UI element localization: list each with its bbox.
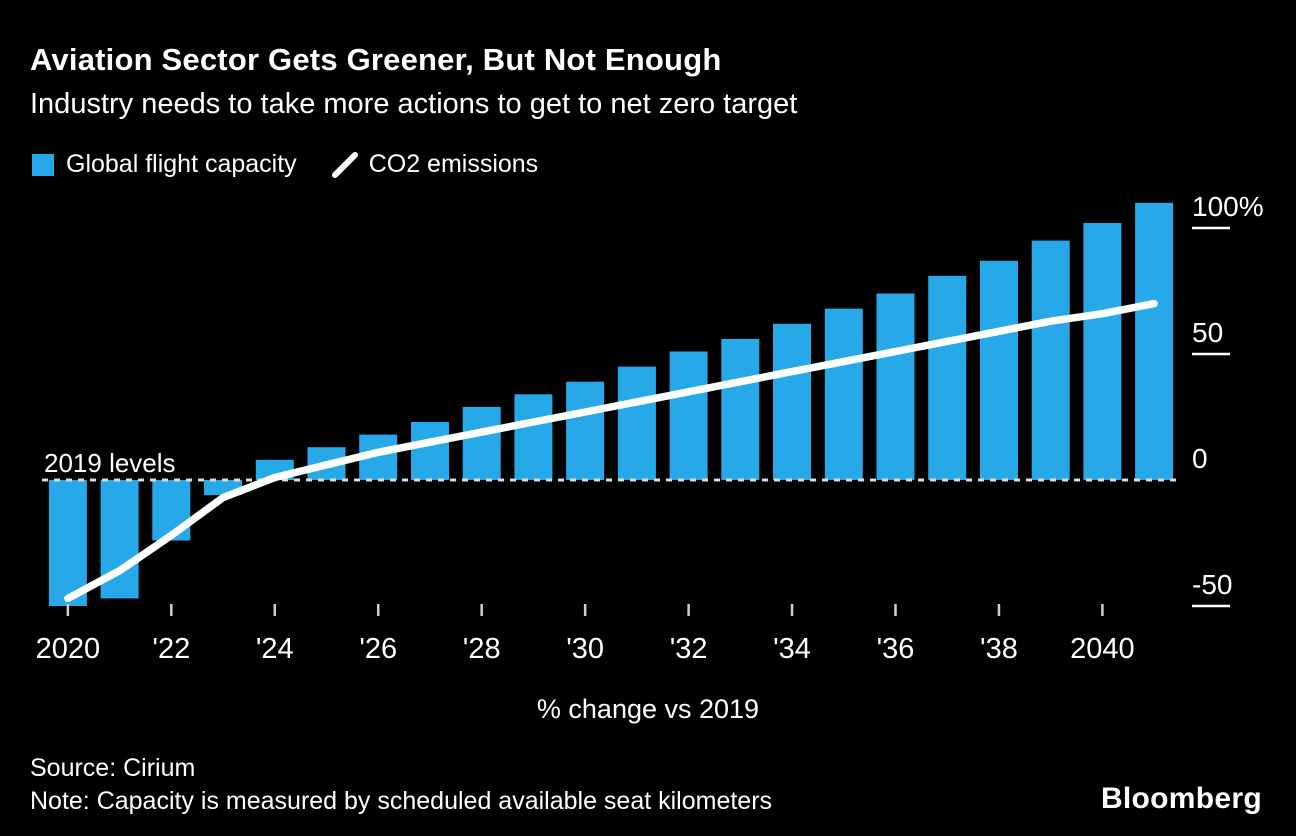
x-axis-label-'28: '28 [463,633,501,665]
x-axis-label-'30: '30 [566,633,604,665]
x-axis-label-'24: '24 [256,633,294,665]
chart-subtitle: Industry needs to take more actions to g… [30,88,798,120]
x-axis-label-2040: 2040 [1070,633,1135,665]
bar-2032 [669,351,708,480]
bar-2036 [876,293,915,480]
co2-emissions-line [64,299,1158,603]
bar-2041 [1135,202,1174,481]
footer: Source: Cirium Note: Capacity is measure… [30,752,772,818]
bar-2027 [411,422,449,480]
y-axis-label-100: 100% [1192,191,1264,222]
legend: Global flight capacity CO2 emissions [32,150,538,179]
x-axis-label-'32: '32 [670,633,708,665]
bar-2031 [617,366,656,480]
y-axis-label-0: 0 [1192,443,1208,474]
bar-2037 [928,275,967,480]
capacity-legend-label: Global flight capacity [66,150,297,178]
y-axis-label--50: -50 [1192,569,1232,600]
bar-2035 [824,308,863,480]
bar-2029 [514,394,553,480]
note-line: Note: Capacity is measured by scheduled … [30,787,773,815]
bar-2039 [1031,240,1070,480]
chart-title: Aviation Sector Gets Greener, But Not En… [30,42,722,77]
bar-2030 [566,381,605,480]
y-axis-label-50: 50 [1192,317,1223,348]
bar-2033 [721,338,760,480]
bloomberg-logo: Bloomberg [1100,782,1262,815]
bar-2020 [48,480,87,606]
x-axis-label-'36: '36 [877,633,915,665]
x-axis-label-2020: 2020 [36,633,101,665]
co2-legend-label: CO2 emissions [368,150,539,178]
x-axis-title: % change vs 2019 [536,694,760,724]
bar-2038 [980,260,1018,480]
x-axis-label-'38: '38 [980,633,1018,665]
co2-line-icon [331,151,359,179]
baseline-annotation: 2019 levels [44,448,176,478]
bar-2040 [1083,223,1122,480]
source-line: Source: Cirium [30,754,196,782]
x-axis-label-'34: '34 [773,633,811,665]
x-axis-label-'22: '22 [152,633,190,665]
x-axis-label-'26: '26 [359,633,397,665]
bar-2028 [462,406,501,480]
capacity-legend-swatch-icon [32,153,54,176]
bar-2034 [773,323,811,480]
